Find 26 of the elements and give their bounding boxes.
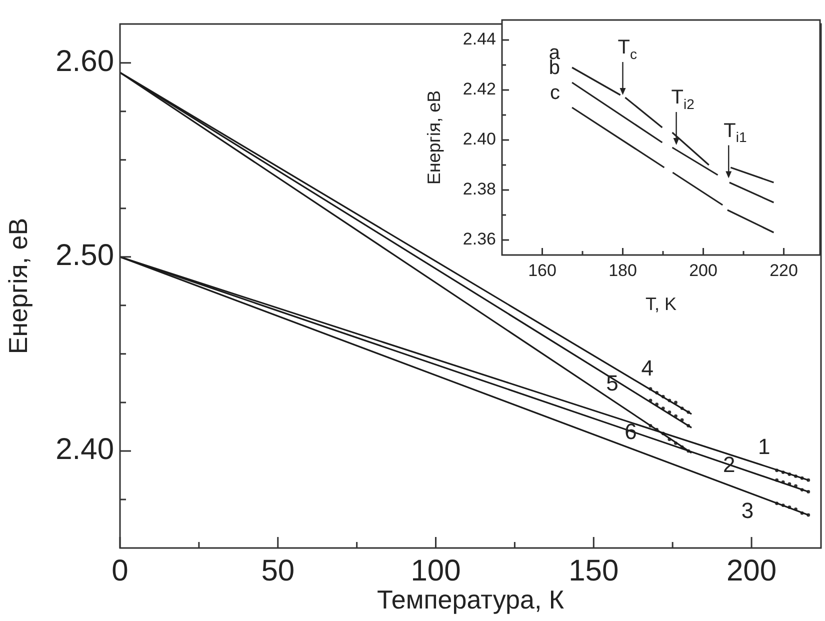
x-tick-label: 100: [410, 554, 461, 588]
series-label: 1: [758, 434, 770, 459]
x-tick-label: 200: [726, 554, 777, 588]
x-tick-label: 50: [261, 554, 295, 588]
y-tick-label: 2.38: [462, 180, 496, 199]
x-axis-title: Температура, К: [376, 584, 564, 615]
y-tick-label: 2.40: [462, 130, 496, 149]
y-axis-title: Енергія, еВ: [2, 218, 33, 354]
y-tick-label: 2.44: [462, 30, 496, 49]
series-label: c: [550, 82, 560, 104]
y-tick-label: 2.36: [462, 230, 496, 249]
y-tick-label: 2.42: [462, 80, 496, 99]
series-label: 4: [641, 356, 654, 381]
x-tick-label: 180: [608, 260, 637, 280]
x-axis-title: T, K: [645, 294, 677, 314]
series-label: 3: [741, 498, 754, 523]
x-tick-label: 160: [528, 260, 556, 280]
series-label: 5: [606, 370, 618, 396]
x-tick-label: 200: [689, 260, 718, 280]
y-tick-label: 2.60: [56, 45, 114, 78]
x-tick-label: 220: [770, 260, 798, 280]
y-tick-label: 2.50: [56, 239, 114, 272]
y-axis-title: Енергія, еВ: [424, 90, 444, 185]
x-tick-label: 0: [112, 554, 128, 588]
y-tick-label: 2.40: [56, 433, 114, 466]
x-tick-label: 150: [568, 554, 619, 588]
